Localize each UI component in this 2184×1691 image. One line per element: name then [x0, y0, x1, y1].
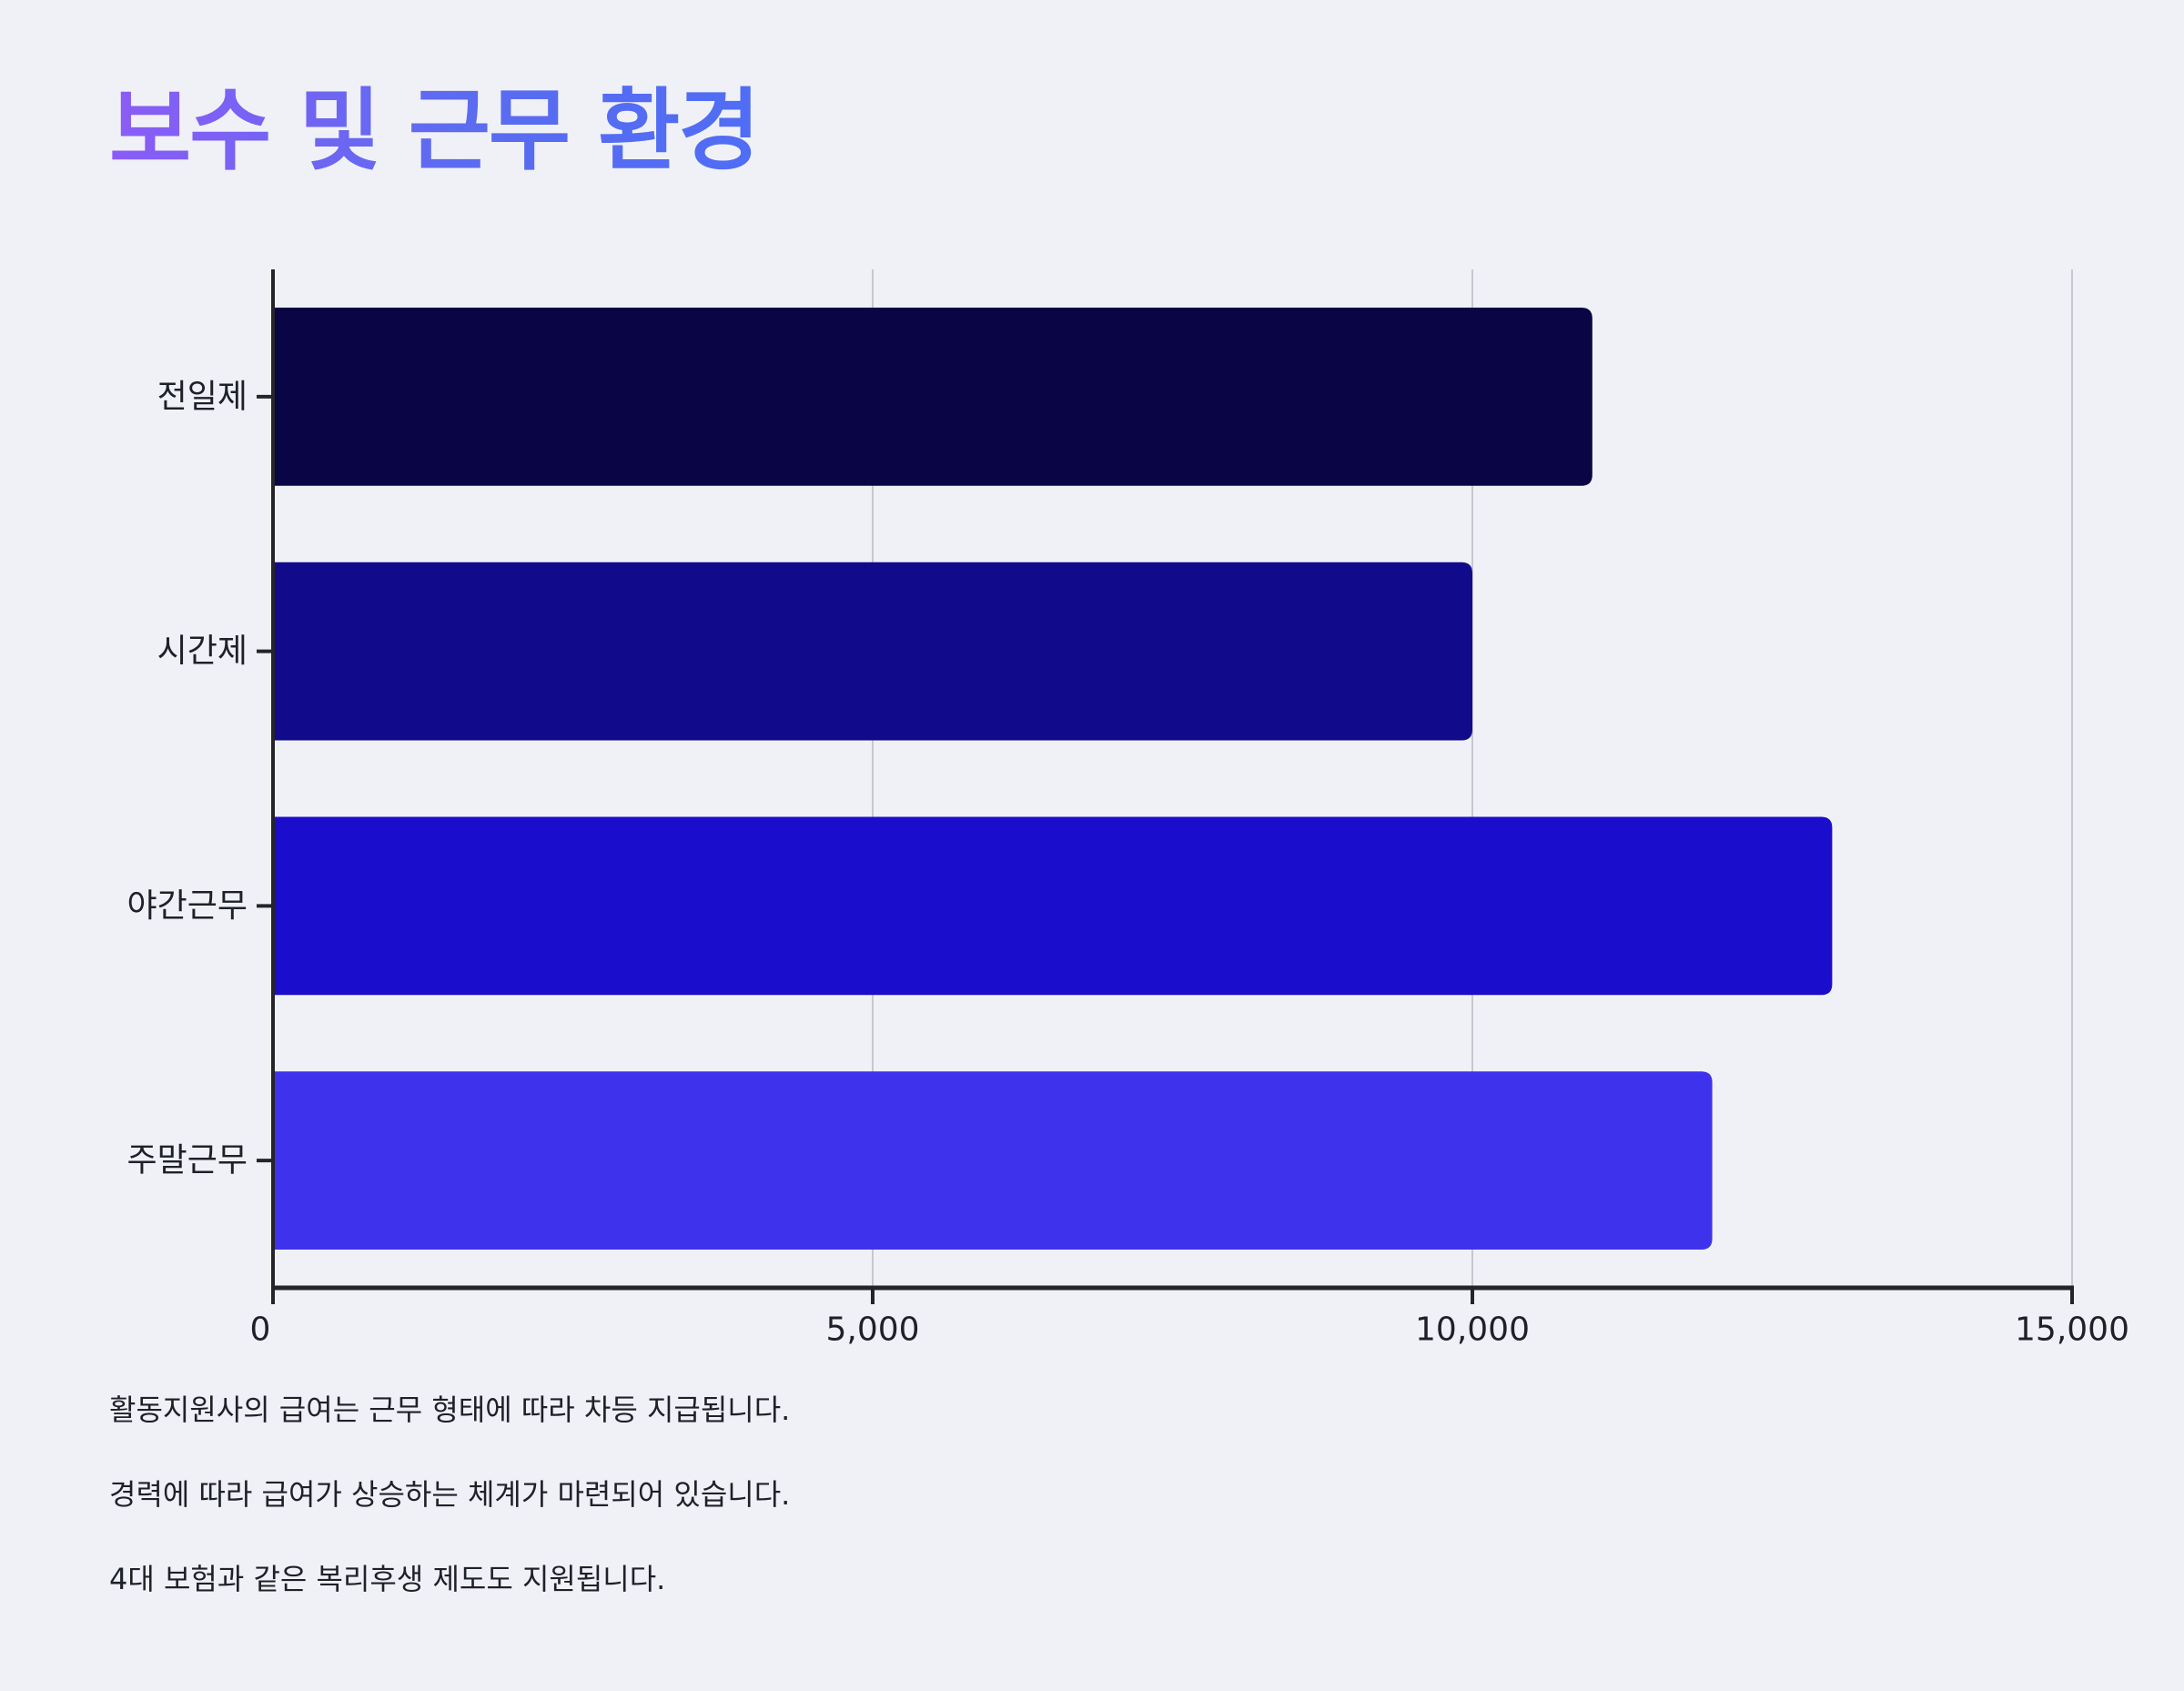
- axes: [257, 269, 2074, 1304]
- category-label: 시간제: [157, 633, 248, 670]
- bar: [273, 307, 1592, 486]
- page-title: 보수 및 근무 환경: [109, 78, 760, 186]
- bar: [273, 816, 1833, 996]
- note-item: 활동지원사의 급여는 근무 형태에 따라 차등 지급됩니다.: [109, 1392, 791, 1427]
- category-label: 야간근무: [127, 887, 248, 925]
- note-item: 경력에 따라 급여가 상승하는 체계가 마련되어 있습니다.: [109, 1477, 791, 1512]
- x-tick-label: 5,000: [825, 1311, 919, 1349]
- bars: [273, 307, 1833, 1251]
- x-tick-label: 0: [250, 1311, 271, 1349]
- notes-list: 활동지원사의 급여는 근무 형태에 따라 차등 지급됩니다. 경력에 따라 급여…: [109, 1385, 790, 1639]
- bar: [273, 562, 1472, 741]
- x-tick-label: 15,000: [2015, 1311, 2129, 1349]
- category-label: 주말근무: [127, 1142, 248, 1180]
- bar: [273, 1071, 1713, 1251]
- x-tick-label: 10,000: [1415, 1311, 1530, 1349]
- category-label: 전일제: [157, 378, 248, 415]
- note-item: 4대 보험과 같은 복리후생 제도도 지원됩니다.: [109, 1562, 666, 1596]
